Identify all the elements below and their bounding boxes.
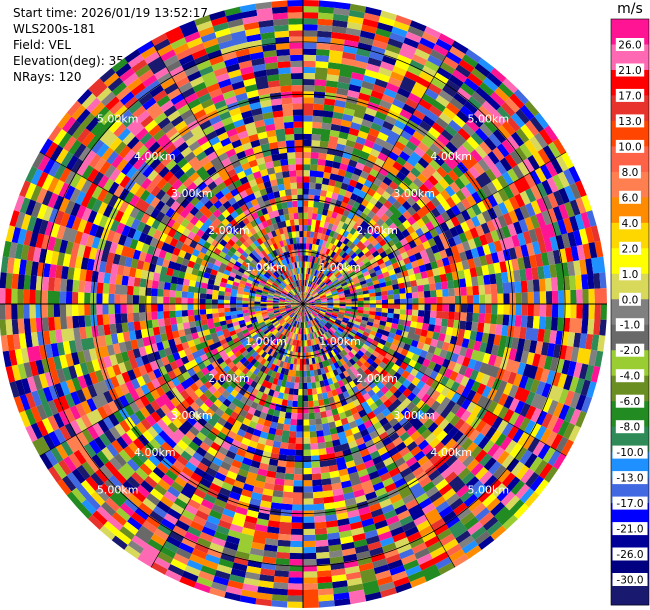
- colorbar-tick-background: [615, 114, 645, 128]
- colorbar-tick-background: [615, 63, 645, 77]
- elevation-text: Elevation(deg): 35.00: [13, 54, 143, 68]
- range-ring-label: 4.00km: [134, 446, 176, 459]
- ray-line: [150, 303, 304, 568]
- ray-line: [39, 303, 304, 457]
- colorbar-tick-label: -8.0: [620, 422, 641, 434]
- velocity-gate-group: [12, 16, 593, 583]
- colorbar-tick-label: 6.0: [622, 192, 639, 204]
- range-ring-label: 3.00km: [393, 187, 435, 200]
- colorbar-tick-label: -10.0: [616, 447, 643, 459]
- colorbar-tick-background: [615, 318, 645, 332]
- colorbar-tick-background: [619, 241, 641, 255]
- range-ring-label: 2.00km: [356, 224, 398, 237]
- velocity-gate-group: [23, 25, 607, 608]
- colorbar-tick-background: [612, 471, 648, 485]
- range-ring-label: 1.00km: [245, 261, 287, 274]
- colorbar-tick-background: [615, 139, 645, 153]
- colorbar-tick-label: -21.0: [616, 524, 643, 536]
- colorbar-tick-label: 0.0: [622, 294, 639, 306]
- ray-line: [150, 40, 304, 305]
- colorbar-tick-label: -6.0: [620, 396, 641, 408]
- colorbar-tick-label: -4.0: [620, 371, 641, 383]
- ray-line: [302, 151, 567, 305]
- colorbar-tick-label: 17.0: [618, 90, 641, 102]
- colorbar-tick-label: -26.0: [616, 549, 643, 561]
- range-ring-label: 3.00km: [171, 187, 213, 200]
- colorbar-tick-background: [615, 38, 645, 51]
- colorbar: 26.0 21.0 17.0 13.0 10.0 8.0 6.0 4.0 2.0 1.0 0.0 -1…: [610, 18, 650, 606]
- range-ring: [197, 198, 409, 410]
- colorbar-tick-label: 26.0: [618, 40, 641, 52]
- instrument-text: WLS200s-181: [13, 22, 96, 36]
- range-ring-label: 5.00km: [468, 113, 510, 126]
- velocity-gate-group: [11, 6, 579, 588]
- colorbar-tick-background: [612, 445, 648, 459]
- nrays-text: NRays: 120: [13, 70, 82, 84]
- colorbar-tick-label: 2.0: [622, 243, 639, 255]
- colorbar-tick-label: 8.0: [622, 167, 639, 179]
- colorbar-tick-background: [619, 216, 641, 230]
- colorbar-tick-background: [615, 369, 645, 383]
- range-ring-label: 1.00km: [319, 335, 361, 348]
- colorbar-tick-label: 4.0: [622, 218, 639, 230]
- colorbar-tick-background: [619, 267, 641, 281]
- colorbar-tick-label: 10.0: [618, 141, 641, 153]
- colorbar-tick-label: -17.0: [616, 498, 643, 510]
- colorbar-frame: [610, 18, 650, 606]
- range-ring-label: 4.00km: [430, 150, 472, 163]
- colorbar-tick-label: -30.0: [616, 575, 643, 587]
- velocity-gate-group: [26, 12, 601, 594]
- colorbar-tick-background: [612, 522, 648, 536]
- colorbar-tick-background: [612, 496, 648, 510]
- range-ring-label: 5.00km: [468, 483, 510, 496]
- colorbar-tick-background: [619, 190, 641, 204]
- ray-line: [302, 303, 567, 457]
- velocity-gate-group: [5, 10, 606, 587]
- range-ring-label: 5.00km: [97, 113, 139, 126]
- range-ring-label: 4.00km: [134, 150, 176, 163]
- range-ring-label: 4.00km: [430, 446, 472, 459]
- colorbar-tick-label: 21.0: [618, 65, 641, 77]
- velocity-gate-group: [29, 26, 588, 601]
- colorbar-tick-background: [615, 343, 645, 357]
- colorbar-tick-background: [619, 165, 641, 179]
- velocity-gate-group: [0, 12, 587, 598]
- range-ring-label: 1.00km: [245, 335, 287, 348]
- range-ring-label: 5.00km: [97, 483, 139, 496]
- velocity-gate-group: [11, 0, 589, 605]
- range-ring-label: 1.00km: [319, 261, 361, 274]
- colorbar-tick-background: [615, 420, 645, 434]
- colorbar-unit-label: m/s: [617, 1, 643, 17]
- colorbar-tick-label: -1.0: [620, 320, 641, 332]
- colorbar-tick-background: [619, 292, 641, 306]
- range-ring: [40, 41, 566, 567]
- ray-line: [302, 40, 456, 305]
- ray-line: [39, 151, 304, 305]
- colorbar-tick-label: 13.0: [618, 116, 641, 128]
- range-ring-label: 2.00km: [356, 372, 398, 385]
- range-ring-label: 3.00km: [393, 409, 435, 422]
- range-rings: [40, 41, 566, 567]
- field-text: Field: VEL: [13, 38, 72, 52]
- range-ring-labels: 1.00km 1.00km 1.00km 1.00km 2.00km 2.00km 2.00…: [97, 113, 509, 497]
- colorbar-tick-background: [615, 88, 645, 102]
- range-ring-label: 2.00km: [208, 372, 250, 385]
- range-ring-label: 3.00km: [171, 409, 213, 422]
- range-ring: [145, 146, 461, 462]
- ray-lines: [0, 0, 607, 608]
- colorbar-tick-label: -2.0: [620, 345, 641, 357]
- range-ring-label: 2.00km: [208, 224, 250, 237]
- range-ring: [92, 93, 514, 515]
- colorbar-tick-background: [615, 394, 645, 408]
- colorbar-tick-label: -13.0: [616, 473, 643, 485]
- start-time-text: Start time: 2026/01/19 13:52:17: [13, 6, 208, 20]
- colorbar-tick-background: [612, 547, 648, 561]
- velocity-gate-group: [6, 0, 604, 608]
- range-ring: [250, 251, 356, 357]
- colorbar-tick-background: [612, 573, 648, 586]
- velocity-gate-group: [2, 6, 607, 596]
- ray-line: [302, 303, 456, 568]
- colorbar-tick-label: 1.0: [622, 269, 639, 281]
